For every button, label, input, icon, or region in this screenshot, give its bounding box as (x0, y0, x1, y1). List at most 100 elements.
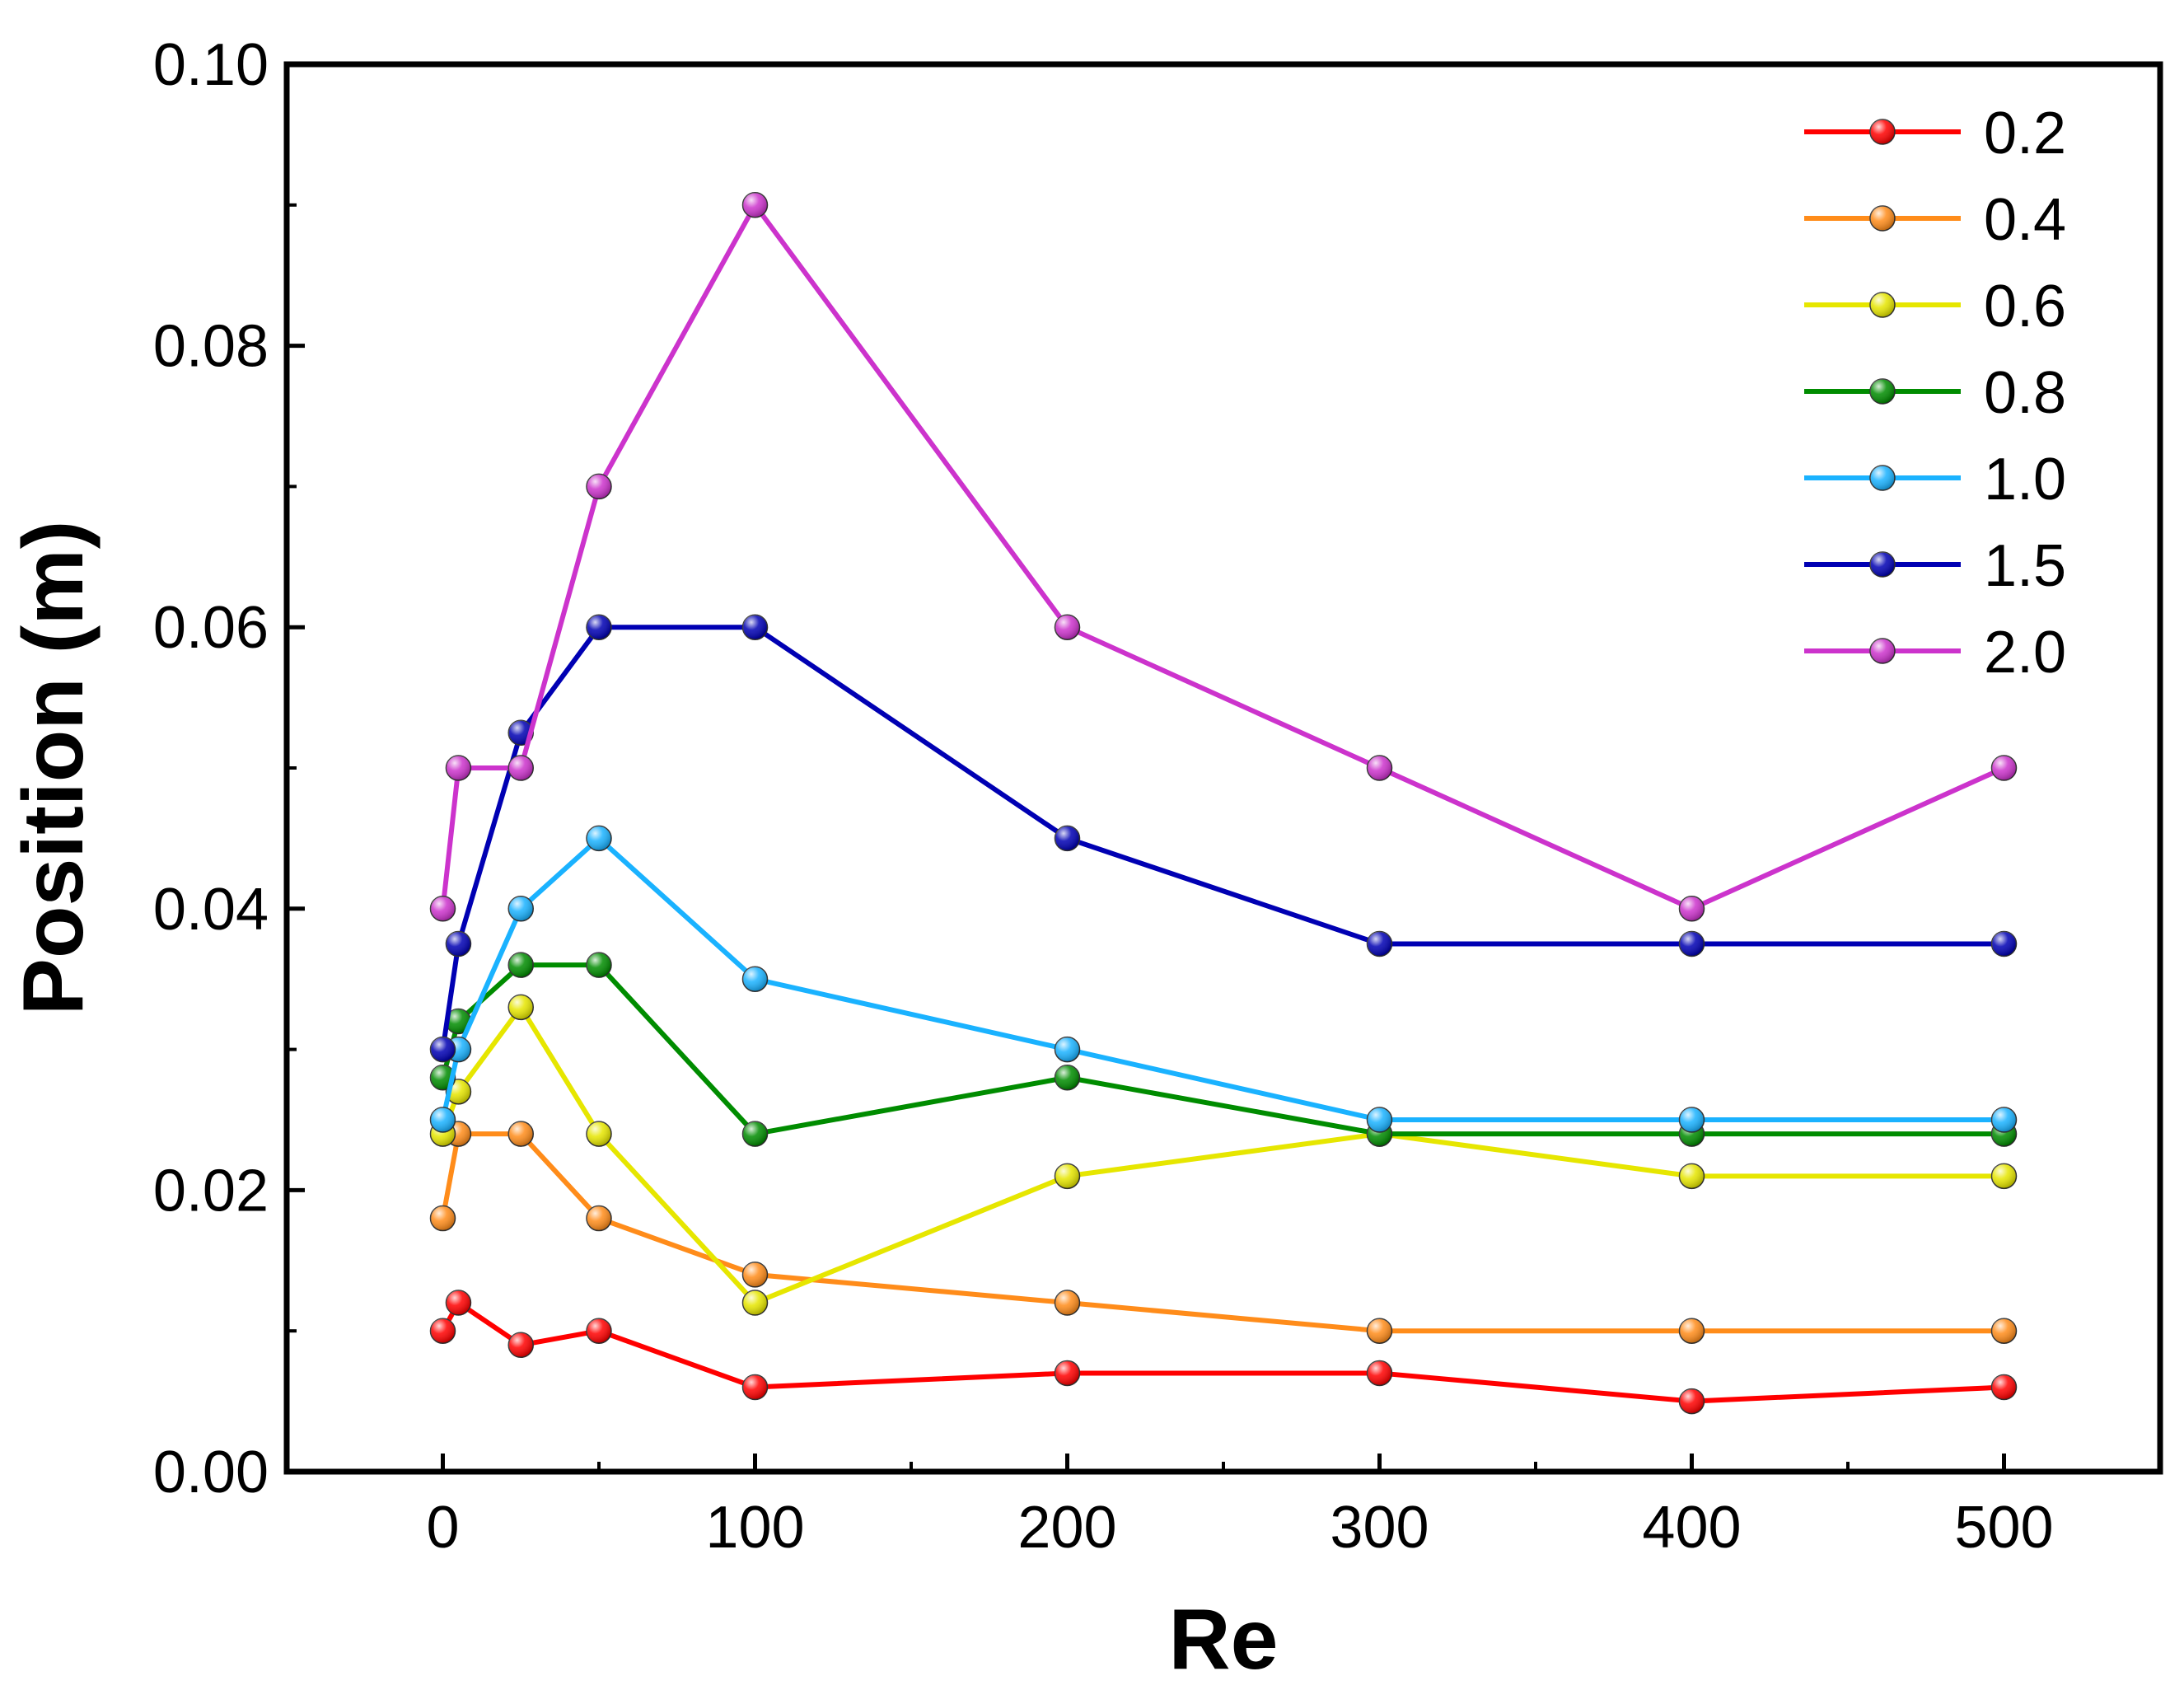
legend-item: 0.4 (1804, 187, 2066, 253)
series-line (440, 1131, 2004, 1334)
series-2.0 (429, 192, 2018, 922)
series-1.5 (429, 614, 2018, 1063)
data-point-highlight (1679, 1388, 1705, 1414)
legend-marker-highlight (1870, 552, 1895, 577)
data-point-highlight (742, 192, 768, 218)
series-line (440, 625, 2004, 1051)
y-tick-label: 0.08 (153, 314, 269, 380)
data-point-highlight (430, 1318, 456, 1344)
data-point-highlight (1991, 1374, 2017, 1400)
legend-item: 0.2 (1804, 101, 2066, 166)
data-point-highlight (1679, 896, 1705, 921)
legend-item: 0.8 (1804, 360, 2066, 426)
legend-marker-highlight (1870, 466, 1895, 490)
data-point-highlight (742, 967, 768, 992)
data-point-highlight (587, 826, 611, 851)
legend-item: 1.5 (1804, 533, 2066, 599)
data-point-highlight (446, 1009, 471, 1034)
data-point-highlight (1367, 1360, 1392, 1386)
data-point-highlight (1679, 1107, 1705, 1132)
data-point-highlight (430, 1205, 456, 1231)
x-axis-title: Re (1169, 1592, 1279, 1688)
data-point-highlight (1055, 1065, 1080, 1090)
legend-marker-highlight (1870, 293, 1895, 317)
legend-label: 2.0 (1984, 620, 2066, 686)
data-point-highlight (430, 1037, 456, 1062)
legend: 0.2 0.4 0.6 0.8 1.0 1.5 2.0 (1804, 101, 2066, 686)
data-point-highlight (430, 1107, 456, 1132)
plot-frame (283, 61, 2163, 1475)
legend-item: 1.0 (1804, 447, 2066, 513)
data-point-highlight (1679, 1163, 1705, 1189)
data-point-highlight (587, 953, 611, 978)
x-tick-label: 400 (1642, 1495, 1741, 1561)
legend-label: 1.0 (1984, 447, 2066, 513)
data-point-highlight (742, 1374, 768, 1400)
data-point-highlight (1367, 1318, 1392, 1344)
data-point-highlight (508, 1121, 534, 1147)
series-1.0 (429, 825, 2018, 1133)
data-point-highlight (446, 756, 471, 780)
data-point-highlight (1991, 1318, 2017, 1344)
data-point-highlight (742, 1121, 768, 1147)
data-point-highlight (587, 1121, 611, 1147)
data-point-highlight (742, 1290, 768, 1316)
data-point-highlight (446, 931, 471, 957)
data-point-highlight (1367, 1107, 1392, 1132)
y-tick-label: 0.02 (153, 1158, 269, 1224)
data-point-highlight (1991, 931, 2017, 957)
data-point-highlight (1679, 1318, 1705, 1344)
data-point-highlight (742, 1262, 768, 1287)
legend-marker-highlight (1870, 639, 1895, 663)
data-point-highlight (587, 1205, 611, 1231)
data-point-highlight (508, 1332, 534, 1358)
data-point-highlight (1055, 826, 1080, 851)
data-point-highlight (1991, 1107, 2017, 1132)
data-point-highlight (587, 1318, 611, 1344)
axes-layer: 0 100 200 300 400 500 0.00 0.02 0.04 0.06 0.08 0.10 (153, 32, 2054, 1561)
y-tick-label: 0.04 (153, 877, 269, 943)
data-point-highlight (1679, 931, 1705, 957)
legend-marker-highlight (1870, 379, 1895, 404)
x-tick-label: 0 (426, 1495, 459, 1561)
y-axis-title: Position (m) (6, 521, 101, 1016)
legend-item: 0.6 (1804, 274, 2066, 339)
x-tick-label: 300 (1330, 1495, 1429, 1561)
series-layer (429, 192, 2018, 1415)
data-point-highlight (508, 953, 534, 978)
data-point-highlight (1991, 756, 2017, 780)
legend-marker-highlight (1870, 206, 1895, 231)
data-point-highlight (430, 896, 456, 921)
y-tick-label: 0.00 (153, 1440, 269, 1505)
data-point-highlight (1367, 931, 1392, 957)
series-0.8 (429, 952, 2018, 1147)
data-point-highlight (742, 615, 768, 640)
legend-item: 2.0 (1804, 620, 2066, 686)
data-point-highlight (587, 474, 611, 499)
data-point-highlight (1055, 1360, 1080, 1386)
legend-label: 0.2 (1984, 101, 2066, 166)
x-tick-label: 200 (1017, 1495, 1116, 1561)
y-tick-label: 0.10 (153, 32, 269, 98)
series-line (440, 962, 2004, 1137)
y-tick-label: 0.06 (153, 595, 269, 661)
data-point-highlight (1055, 1290, 1080, 1316)
series-line (440, 836, 2004, 1122)
data-point-highlight (1055, 615, 1080, 640)
legend-label: 1.5 (1984, 533, 2066, 599)
x-tick-label: 100 (705, 1495, 804, 1561)
data-point-highlight (1991, 1163, 2017, 1189)
data-point-highlight (508, 896, 534, 921)
data-point-highlight (508, 995, 534, 1020)
data-point-highlight (1055, 1037, 1080, 1062)
x-tick-label: 500 (1954, 1495, 2053, 1561)
legend-label: 0.4 (1984, 187, 2066, 253)
data-point-highlight (587, 615, 611, 640)
data-point-highlight (1367, 756, 1392, 780)
data-point-highlight (508, 756, 534, 780)
legend-label: 0.8 (1984, 360, 2066, 426)
legend-marker-highlight (1870, 119, 1895, 144)
data-point-highlight (446, 1290, 471, 1316)
legend-label: 0.6 (1984, 274, 2066, 339)
